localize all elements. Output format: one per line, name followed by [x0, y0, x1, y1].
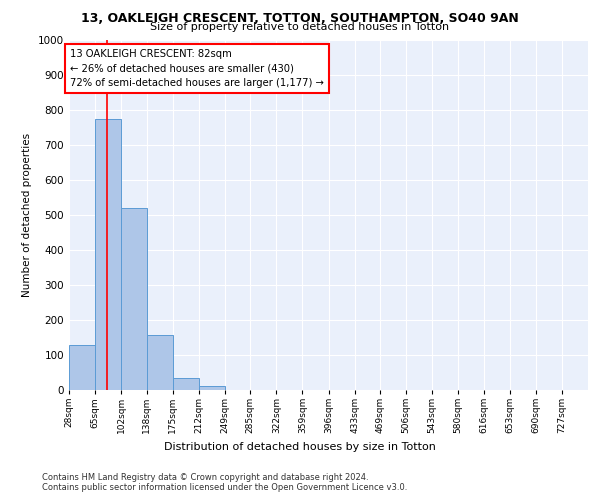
Bar — [146, 334, 173, 390]
Bar — [95, 118, 121, 390]
Text: Contains public sector information licensed under the Open Government Licence v3: Contains public sector information licen… — [42, 484, 407, 492]
Bar — [173, 378, 199, 390]
Text: 13 OAKLEIGH CRESCENT: 82sqm
← 26% of detached houses are smaller (430)
72% of se: 13 OAKLEIGH CRESCENT: 82sqm ← 26% of det… — [70, 49, 323, 88]
Text: Contains HM Land Registry data © Crown copyright and database right 2024.: Contains HM Land Registry data © Crown c… — [42, 472, 368, 482]
Text: 13, OAKLEIGH CRESCENT, TOTTON, SOUTHAMPTON, SO40 9AN: 13, OAKLEIGH CRESCENT, TOTTON, SOUTHAMPT… — [81, 12, 519, 26]
Bar — [69, 344, 95, 390]
Bar — [199, 386, 225, 390]
Bar — [121, 208, 146, 390]
Text: Size of property relative to detached houses in Totton: Size of property relative to detached ho… — [151, 22, 449, 32]
Text: Distribution of detached houses by size in Totton: Distribution of detached houses by size … — [164, 442, 436, 452]
Y-axis label: Number of detached properties: Number of detached properties — [22, 133, 32, 297]
